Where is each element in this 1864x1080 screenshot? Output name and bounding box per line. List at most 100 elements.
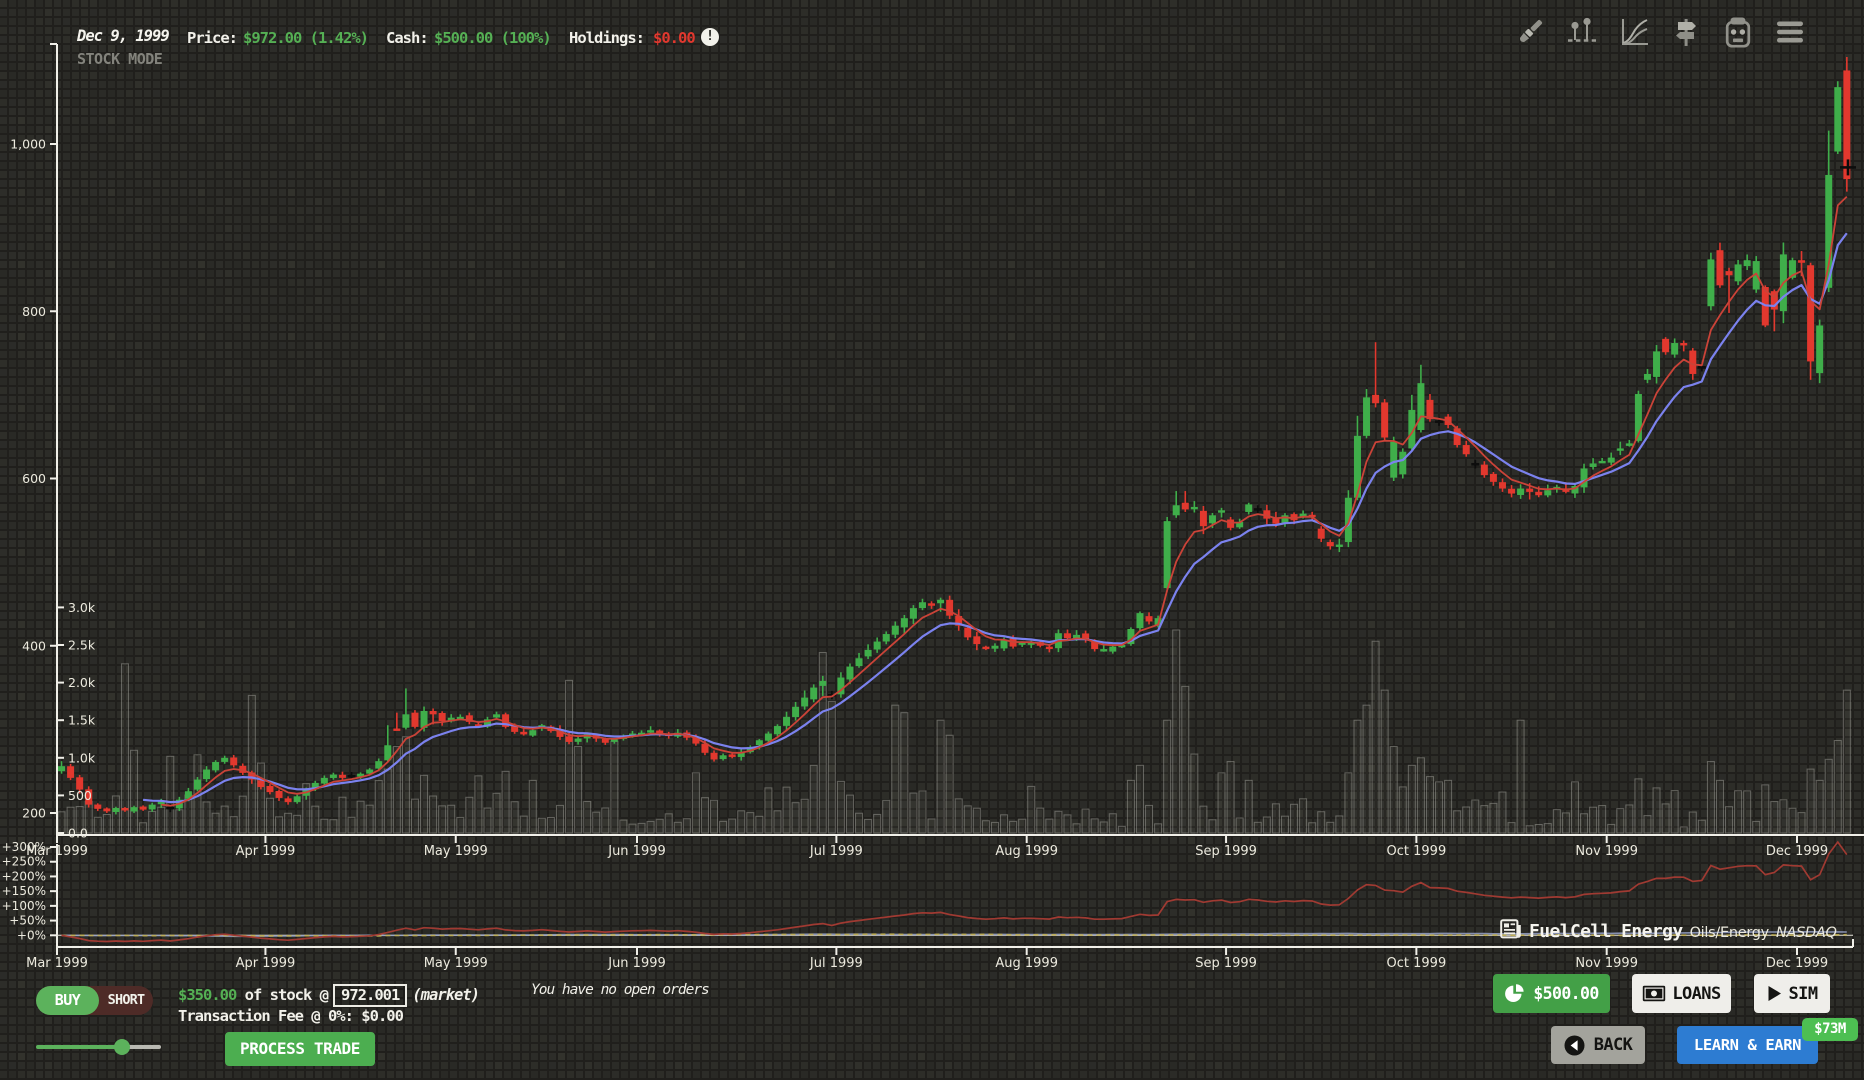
- month-label: Apr 1999: [236, 956, 296, 971]
- percent-tick-label: +50%: [9, 914, 46, 928]
- slider-track-empty[interactable]: [122, 1045, 161, 1049]
- candle: [338, 774, 346, 778]
- volume-tick-label: 1.5k: [68, 713, 96, 728]
- candle: [1326, 542, 1334, 547]
- short-button[interactable]: SHORT: [107, 992, 145, 1008]
- candle: [1281, 515, 1289, 524]
- stock-name: FuelCell Energy: [1529, 921, 1683, 942]
- candle: [402, 714, 410, 728]
- signpost-icon[interactable]: [1670, 16, 1702, 48]
- moving-average-lines: [142, 195, 1848, 807]
- buy-short-toggle: BUY SHORT: [36, 986, 153, 1015]
- stock-title: FuelCell Energy Oils/Energy NASDAQ: [1500, 917, 1837, 942]
- candle: [1788, 260, 1796, 278]
- current-date: Dec 9, 1999: [77, 27, 170, 45]
- candle: [193, 779, 201, 790]
- candle: [1526, 488, 1534, 492]
- candle: [991, 645, 999, 649]
- candle: [1344, 497, 1352, 543]
- candle: [846, 666, 854, 680]
- amount-slider[interactable]: [36, 1039, 161, 1055]
- candle: [1163, 521, 1171, 589]
- candle: [257, 780, 265, 788]
- robot-icon[interactable]: [1722, 16, 1754, 48]
- candle: [1236, 521, 1244, 528]
- candle: [1816, 325, 1824, 374]
- candle: [148, 804, 156, 810]
- month-label: Jun 1999: [607, 844, 666, 859]
- brush-icon[interactable]: [1514, 16, 1546, 48]
- candle: [329, 774, 337, 778]
- sim-button[interactable]: SIM: [1754, 974, 1830, 1013]
- month-label: Sep 1999: [1195, 956, 1257, 971]
- buy-button[interactable]: BUY: [36, 986, 99, 1015]
- candle: [320, 777, 328, 784]
- line-chart-icon[interactable]: [1618, 16, 1650, 48]
- candle: [1580, 468, 1588, 488]
- loans-button[interactable]: LOANS: [1632, 974, 1731, 1013]
- candle: [76, 777, 84, 790]
- back-button[interactable]: BACK: [1551, 1026, 1645, 1064]
- learn-earn-button[interactable]: LEARN & EARN: [1677, 1026, 1818, 1064]
- candle: [1825, 174, 1833, 288]
- candle: [1063, 633, 1071, 639]
- open-orders-note: You have no open orders: [531, 982, 710, 998]
- candle: [1218, 510, 1226, 513]
- candle: [357, 773, 365, 777]
- month-label: Jul 1999: [809, 844, 863, 859]
- candle: [1100, 649, 1108, 652]
- process-trade-button[interactable]: PROCESS TRADE: [225, 1032, 375, 1066]
- month-label: Oct 1999: [1387, 844, 1447, 859]
- percent-tick-label: +250%: [2, 855, 46, 869]
- candle: [474, 724, 482, 727]
- candle: [456, 716, 464, 720]
- slider-track-filled[interactable]: [36, 1045, 122, 1049]
- candle: [1272, 518, 1280, 524]
- holdings-label: Holdings:: [569, 29, 645, 47]
- candle: [1462, 445, 1470, 455]
- limit-price-input[interactable]: 972.001: [333, 984, 408, 1007]
- candle: [728, 754, 736, 757]
- cash-value: $500.00 (100%): [434, 29, 552, 47]
- markers-icon[interactable]: [1566, 16, 1598, 48]
- candle: [837, 677, 845, 695]
- percent-tick-label: +0%: [17, 928, 46, 942]
- candle: [701, 743, 709, 753]
- candle: [873, 641, 881, 650]
- candle: [58, 766, 66, 772]
- candle: [1498, 482, 1506, 489]
- candle: [130, 807, 138, 812]
- candle: [1743, 260, 1751, 267]
- candle: [1000, 639, 1008, 649]
- candle: [1607, 457, 1615, 463]
- candle: [1770, 291, 1778, 310]
- candle: [810, 687, 818, 700]
- candle: [67, 766, 75, 778]
- candle: [529, 730, 537, 736]
- candle: [248, 772, 256, 780]
- candle: [275, 791, 283, 798]
- candle: [1245, 504, 1253, 512]
- candle: [918, 602, 926, 609]
- candle: [737, 752, 745, 757]
- candle: [864, 649, 872, 657]
- cash-button[interactable]: $500.00: [1493, 974, 1610, 1013]
- candle: [783, 716, 791, 726]
- candle: [1399, 451, 1407, 475]
- candle: [1372, 394, 1380, 404]
- candle: [1199, 510, 1207, 527]
- slider-knob[interactable]: [114, 1039, 130, 1055]
- candle: [121, 807, 129, 811]
- volume-tick-label: 0.0: [68, 826, 88, 841]
- candle: [1109, 646, 1117, 652]
- month-label: Dec 1999: [1766, 844, 1828, 859]
- month-label: Jun 1999: [607, 956, 666, 971]
- candles-series[interactable]: [58, 57, 1851, 815]
- candle: [1598, 460, 1606, 464]
- news-icon[interactable]: [1500, 919, 1522, 939]
- candle: [764, 733, 772, 741]
- menu-icon[interactable]: [1774, 16, 1806, 48]
- candle: [1290, 514, 1298, 521]
- candle: [601, 738, 609, 743]
